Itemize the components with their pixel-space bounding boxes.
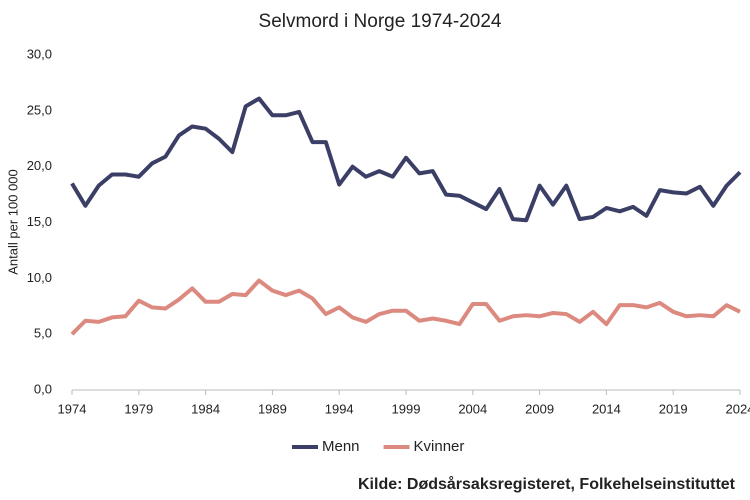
- x-tick-label: 2009: [525, 401, 554, 416]
- x-tick-label: 2014: [592, 401, 621, 416]
- x-tick-label: 2024: [726, 401, 750, 416]
- line-series: [70, 96, 742, 223]
- x-tick-label: 2019: [659, 401, 688, 416]
- legend-label: Menn: [322, 438, 360, 455]
- chart-title: Selvmord i Norge 1974-2024: [259, 11, 502, 32]
- y-tick-label: 25,0: [27, 102, 52, 117]
- x-tick-label: 2004: [458, 401, 487, 416]
- x-tick-label: 1989: [258, 401, 287, 416]
- y-tick-label: 5,0: [34, 326, 52, 341]
- y-tick-label: 0,0: [34, 381, 52, 396]
- x-tick-label: 1974: [58, 401, 87, 416]
- line-series: [70, 278, 741, 336]
- y-tick-label: 15,0: [27, 214, 52, 229]
- x-tick-label: 1984: [191, 401, 220, 416]
- legend-label: Kvinner: [414, 438, 465, 455]
- y-tick-label: 30,0: [27, 46, 52, 61]
- source-note: Kilde: Dødsårsaksregisteret, Folkehelsei…: [358, 475, 736, 493]
- x-tick-label: 1994: [325, 401, 354, 416]
- x-tick-label: 1979: [124, 401, 153, 416]
- y-axis-label: Antall per 100 000: [5, 169, 20, 275]
- y-tick-label: 20,0: [27, 158, 52, 173]
- y-tick-label: 10,0: [27, 270, 52, 285]
- x-tick-label: 1999: [392, 401, 421, 416]
